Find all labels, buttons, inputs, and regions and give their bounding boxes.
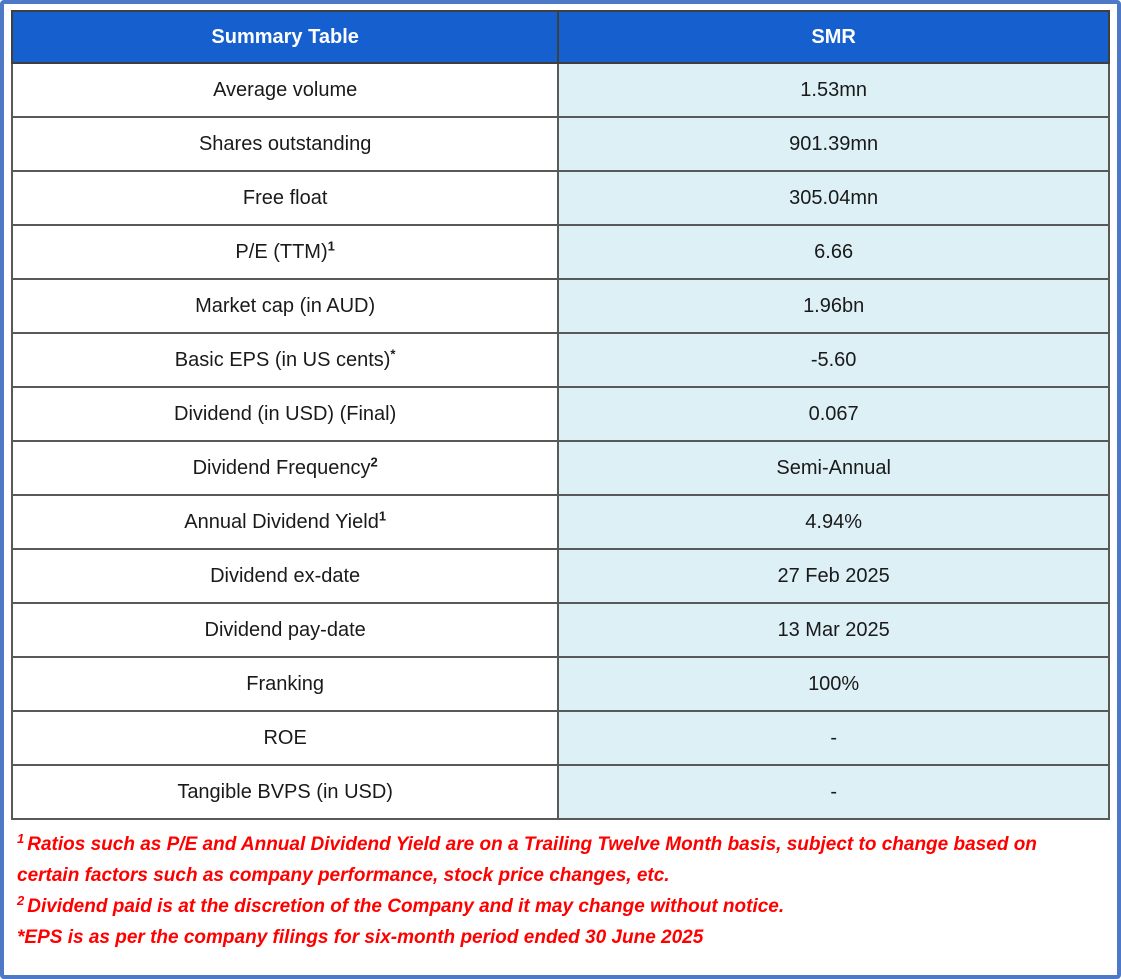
footnote-eps-filings: *EPS is as per the company filings for s… xyxy=(17,922,1102,953)
row-label: Free float xyxy=(10,170,560,226)
row-value: 27 Feb 2025 xyxy=(557,548,1110,604)
row-label-text: Dividend Frequency xyxy=(192,456,371,479)
row-label: Dividend (in USD) (Final) xyxy=(10,386,560,442)
row-label: Tangible BVPS (in USD) xyxy=(10,764,560,820)
row-value: 0.067 xyxy=(557,386,1110,442)
row-value: 6.66 xyxy=(557,224,1110,280)
footnote-text: EPS is as per the company filings for si… xyxy=(24,927,704,948)
row-value: 901.39mn xyxy=(557,116,1110,172)
row-value: Semi-Annual xyxy=(557,440,1110,496)
footnotes: 1 Ratios such as P/E and Annual Dividend … xyxy=(11,829,1110,953)
table-row: Dividend (in USD) (Final) 0.067 xyxy=(10,386,1110,442)
row-label: P/E (TTM)1 xyxy=(10,224,560,280)
row-value: 305.04mn xyxy=(557,170,1110,226)
table-row: Dividend pay-date 13 Mar 2025 xyxy=(10,602,1110,658)
footnote-marker: 2 xyxy=(370,453,378,469)
footnote-marker: * xyxy=(17,927,25,948)
table-row: Tangible BVPS (in USD) - xyxy=(10,764,1110,820)
row-label: Shares outstanding xyxy=(10,116,560,172)
row-label-text: Market cap (in AUD) xyxy=(195,294,376,317)
summary-table: Summary Table SMR Average volume 1.53mn … xyxy=(10,10,1110,820)
row-value: -5.60 xyxy=(557,332,1110,388)
table-row: Free float 305.04mn xyxy=(10,170,1110,226)
row-label: Basic EPS (in US cents)* xyxy=(10,332,560,388)
row-label: ROE xyxy=(10,710,560,766)
table-row: Market cap (in AUD) 1.96bn xyxy=(10,278,1110,334)
row-value: - xyxy=(557,764,1110,820)
footnote-marker: 1 xyxy=(327,237,335,253)
row-label: Market cap (in AUD) xyxy=(10,278,560,334)
row-label-text: Tangible BVPS (in USD) xyxy=(177,780,393,803)
row-label: Dividend Frequency2 xyxy=(10,440,560,496)
footnote-ttm-ratios: 1 Ratios such as P/E and Annual Dividend … xyxy=(17,829,1102,891)
row-label-text: P/E (TTM) xyxy=(235,240,328,263)
row-label: Dividend ex-date xyxy=(10,548,560,604)
row-label-text: Average volume xyxy=(213,78,358,101)
table-row: Average volume 1.53mn xyxy=(10,62,1110,118)
row-label-text: Franking xyxy=(246,672,325,695)
row-value: - xyxy=(557,710,1110,766)
row-label-text: Free float xyxy=(242,186,328,209)
header-ticker-smr: SMR xyxy=(557,10,1110,64)
row-label-text: Shares outstanding xyxy=(198,132,372,155)
row-label-text: Dividend pay-date xyxy=(204,618,366,641)
row-label: Average volume xyxy=(10,62,560,118)
table-row: ROE - xyxy=(10,710,1110,766)
footnote-marker: * xyxy=(390,345,396,361)
table-row: Dividend ex-date 27 Feb 2025 xyxy=(10,548,1110,604)
row-label-text: ROE xyxy=(263,726,307,749)
row-value: 13 Mar 2025 xyxy=(557,602,1110,658)
table-row: Franking 100% xyxy=(10,656,1110,712)
table-row: Shares outstanding 901.39mn xyxy=(10,116,1110,172)
footnote-marker: 2 xyxy=(17,892,25,908)
row-label: Annual Dividend Yield1 xyxy=(10,494,560,550)
row-value: 1.53mn xyxy=(557,62,1110,118)
table-header-row: Summary Table SMR xyxy=(10,10,1110,64)
row-label-text: Annual Dividend Yield xyxy=(184,510,379,533)
row-label-text: Dividend (in USD) (Final) xyxy=(174,402,397,425)
table-row: Basic EPS (in US cents)* -5.60 xyxy=(10,332,1110,388)
table-row: Dividend Frequency2 Semi-Annual xyxy=(10,440,1110,496)
footnote-dividend-discretion: 2 Dividend paid is at the discretion of t… xyxy=(17,891,1102,922)
footnote-marker: 1 xyxy=(378,507,387,523)
row-label-text: Basic EPS (in US cents) xyxy=(174,348,391,371)
table-row: Annual Dividend Yield1 4.94% xyxy=(10,494,1110,550)
table-row: P/E (TTM)1 6.66 xyxy=(10,224,1110,280)
footnote-marker: 1 xyxy=(17,830,25,846)
footnote-text: Ratios such as P/E and Annual Dividend Y… xyxy=(17,834,1037,886)
row-value: 100% xyxy=(557,656,1110,712)
row-value: 4.94% xyxy=(557,494,1110,550)
row-label: Dividend pay-date xyxy=(10,602,560,658)
row-value: 1.96bn xyxy=(557,278,1110,334)
row-label: Franking xyxy=(10,656,560,712)
header-summary-table: Summary Table xyxy=(10,10,560,64)
row-label-text: Dividend ex-date xyxy=(210,564,361,587)
footnote-text: Dividend paid is at the discretion of th… xyxy=(27,896,785,917)
